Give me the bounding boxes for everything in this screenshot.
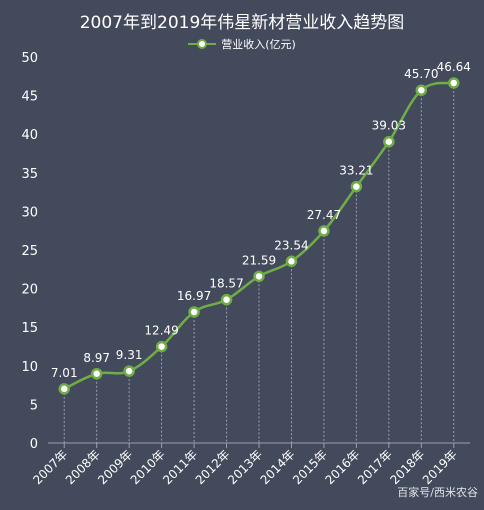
x-tick-label: 2011年 xyxy=(160,447,200,487)
x-tick-label: 2008年 xyxy=(63,447,103,487)
data-label: 45.70 xyxy=(404,67,438,81)
x-tick-label: 2007年 xyxy=(30,447,70,487)
y-tick-label: 35 xyxy=(21,167,38,182)
data-point xyxy=(123,365,135,377)
data-point xyxy=(448,77,460,89)
data-label: 27.47 xyxy=(307,208,341,222)
data-label: 8.97 xyxy=(83,351,110,365)
data-label: 18.57 xyxy=(209,277,243,291)
y-tick-label: 40 xyxy=(21,128,38,143)
data-point xyxy=(90,368,103,380)
data-label: 39.03 xyxy=(372,119,406,133)
y-tick-label: 30 xyxy=(21,205,38,220)
y-tick-label: 5 xyxy=(30,398,38,413)
legend-label: 营业收入(亿元) xyxy=(221,38,296,51)
y-tick-label: 0 xyxy=(30,437,38,452)
y-tick-label: 20 xyxy=(21,283,38,298)
data-point xyxy=(58,383,70,395)
x-tick-label: 2009年 xyxy=(95,447,135,487)
x-tick-label: 2016年 xyxy=(323,447,363,487)
x-tick-label: 2019年 xyxy=(420,447,460,487)
x-tick-label: 2010年 xyxy=(128,447,168,487)
data-point xyxy=(220,293,233,306)
legend: 营业收入(亿元) xyxy=(0,36,484,52)
y-tick-label: 15 xyxy=(21,321,38,336)
data-point xyxy=(285,255,298,268)
data-label: 23.54 xyxy=(274,238,308,252)
data-label: 12.49 xyxy=(144,324,178,338)
x-tick-label: 2012年 xyxy=(193,447,233,487)
legend-swatch-icon xyxy=(188,39,217,49)
data-point xyxy=(383,135,395,148)
data-label: 16.97 xyxy=(177,289,211,303)
data-label: 21.59 xyxy=(242,253,276,267)
data-point xyxy=(253,270,265,283)
data-point xyxy=(350,180,363,193)
y-tick-label: 10 xyxy=(21,360,38,375)
data-label: 9.31 xyxy=(116,348,143,362)
y-tick-label: 45 xyxy=(21,90,38,105)
data-label: 33.21 xyxy=(339,164,373,178)
data-point xyxy=(155,340,168,353)
x-tick-label: 2017年 xyxy=(355,447,395,487)
x-tick-label: 2018年 xyxy=(387,447,427,487)
data-point xyxy=(188,306,200,318)
data-label: 46.64 xyxy=(437,60,471,74)
y-tick-label: 25 xyxy=(21,244,38,259)
x-tick-label: 2013年 xyxy=(225,447,265,487)
watermark: 百家号/西米农谷 xyxy=(397,486,478,499)
data-point xyxy=(415,84,428,96)
y-tick-label: 50 xyxy=(21,51,38,66)
data-point xyxy=(318,225,330,237)
chart-title: 2007年到2019年伟星新材营业收入趋势图 xyxy=(79,13,405,33)
x-tick-label: 2015年 xyxy=(290,447,330,487)
x-tick-label: 2014年 xyxy=(258,447,298,487)
data-label: 7.01 xyxy=(51,366,78,380)
